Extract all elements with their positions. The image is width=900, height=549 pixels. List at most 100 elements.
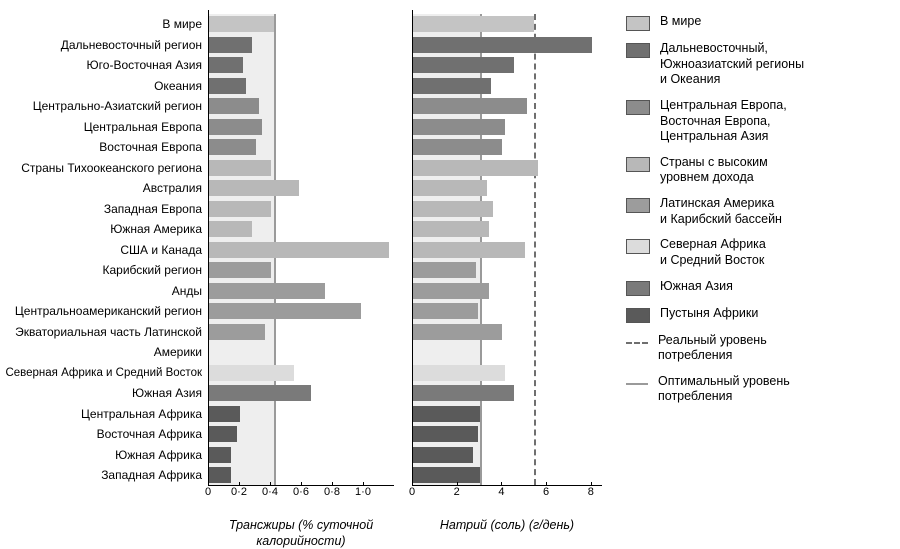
category-label: Западная Европа bbox=[0, 199, 208, 220]
legend-label: Реальный уровеньпотребления bbox=[658, 333, 767, 364]
legend-line-dashed bbox=[626, 342, 648, 344]
category-label: Восточная Африка bbox=[0, 424, 208, 445]
bar bbox=[413, 365, 505, 381]
category-label: Океания bbox=[0, 76, 208, 97]
sodium-xaxis: 0 2 4 6 8 bbox=[412, 486, 602, 502]
category-label: Страны Тихоокеанского региона bbox=[0, 158, 208, 179]
tick-label: 2 bbox=[454, 486, 460, 498]
category-label: Карибский регион bbox=[0, 260, 208, 281]
chart-area: В миреДальневосточный регионЮго-Восточна… bbox=[0, 0, 612, 539]
legend-item: Латинская Америкаи Карибский бассейн bbox=[626, 196, 804, 227]
tick-label: 1·0 bbox=[355, 486, 371, 498]
legend-line-solid bbox=[626, 383, 648, 385]
bar bbox=[413, 57, 514, 73]
bar bbox=[413, 303, 478, 319]
bar bbox=[209, 324, 265, 340]
trans-fat-xlabel: Трансжиры (% суточнойкалорийности) bbox=[208, 518, 394, 549]
bar bbox=[413, 406, 480, 422]
bar bbox=[209, 180, 299, 196]
tick-label: 0·2 bbox=[231, 486, 247, 498]
bar bbox=[209, 57, 243, 73]
legend-swatch bbox=[626, 239, 650, 254]
bar bbox=[209, 242, 389, 258]
bar bbox=[413, 119, 505, 135]
tick-label: 0·6 bbox=[293, 486, 309, 498]
category-label: В мире bbox=[0, 14, 208, 35]
legend-item: Оптимальный уровеньпотребления bbox=[626, 374, 804, 405]
category-label: Юго-Восточная Азия bbox=[0, 55, 208, 76]
bar bbox=[413, 139, 502, 155]
category-label: Центральная Европа bbox=[0, 117, 208, 138]
legend-item: Дальневосточный,Южноазиатский регионыи О… bbox=[626, 41, 804, 88]
bar bbox=[413, 467, 480, 483]
bar bbox=[209, 98, 259, 114]
tick-label: 0 bbox=[409, 486, 415, 498]
category-label: Западная Африка bbox=[0, 465, 208, 486]
legend-item: Южная Азия bbox=[626, 279, 804, 296]
tick-label: 8 bbox=[588, 486, 594, 498]
legend-item: Пустыня Африки bbox=[626, 306, 804, 323]
trans-fat-chart: 00·20·40·60·81·0 Трансжиры (% суточнойка… bbox=[208, 6, 394, 539]
bar bbox=[413, 324, 502, 340]
category-label: Северная Африка и Средний Восток bbox=[0, 363, 208, 384]
bar bbox=[413, 262, 476, 278]
legend-swatch bbox=[626, 308, 650, 323]
legend-item: Центральная Европа,Восточная Европа,Цент… bbox=[626, 98, 804, 145]
bar bbox=[413, 221, 489, 237]
category-label: Южная Америка bbox=[0, 219, 208, 240]
legend-swatch bbox=[626, 198, 650, 213]
tick-label: 4 bbox=[498, 486, 504, 498]
bar bbox=[413, 283, 489, 299]
bar bbox=[209, 447, 231, 463]
legend-label: Латинская Америкаи Карибский бассейн bbox=[660, 196, 782, 227]
bar bbox=[209, 119, 262, 135]
bar bbox=[209, 426, 237, 442]
legend-item: В мире bbox=[626, 14, 804, 31]
sodium-chart: 02468 Натрий (соль) (г/день) bbox=[412, 6, 602, 539]
legend-item: Страны с высокимуровнем дохода bbox=[626, 155, 804, 186]
bar bbox=[209, 365, 294, 381]
category-label: Экваториальная часть Латинской bbox=[0, 322, 208, 343]
category-labels: В миреДальневосточный регионЮго-Восточна… bbox=[0, 6, 208, 539]
legend-swatch bbox=[626, 100, 650, 115]
bar bbox=[413, 385, 514, 401]
legend-label: Пустыня Африки bbox=[660, 306, 758, 322]
bar bbox=[413, 160, 538, 176]
trans-fat-plot bbox=[208, 14, 394, 486]
bar bbox=[209, 160, 271, 176]
legend-swatch bbox=[626, 281, 650, 296]
category-label: Южная Африка bbox=[0, 445, 208, 466]
category-label: Америки bbox=[0, 342, 208, 363]
bar bbox=[413, 37, 592, 53]
bar bbox=[209, 303, 361, 319]
category-label: Центральная Африка bbox=[0, 404, 208, 425]
bar bbox=[413, 98, 527, 114]
legend-label: Северная Африкаи Средний Восток bbox=[660, 237, 766, 268]
bar bbox=[209, 139, 256, 155]
legend-item: Реальный уровеньпотребления bbox=[626, 333, 804, 364]
bar bbox=[413, 201, 493, 217]
legend-label: В мире bbox=[660, 14, 701, 30]
bar bbox=[209, 467, 231, 483]
trans-fat-xaxis: 00·20·40·60·81·0 bbox=[208, 486, 394, 502]
legend-label: Центральная Европа,Восточная Европа,Цент… bbox=[660, 98, 787, 145]
category-label: Восточная Европа bbox=[0, 137, 208, 158]
category-label: Южная Азия bbox=[0, 383, 208, 404]
bar bbox=[413, 426, 478, 442]
tick-label: 0·4 bbox=[262, 486, 278, 498]
sodium-plot bbox=[412, 14, 602, 486]
tick-label: 6 bbox=[543, 486, 549, 498]
bar bbox=[413, 447, 473, 463]
category-label: Центральноамериканский регион bbox=[0, 301, 208, 322]
category-label: США и Канада bbox=[0, 240, 208, 261]
bar bbox=[413, 242, 525, 258]
legend-swatch bbox=[626, 43, 650, 58]
tick-label: 0·8 bbox=[324, 486, 340, 498]
legend-swatch bbox=[626, 157, 650, 172]
category-label: Центрально-Азиатский регион bbox=[0, 96, 208, 117]
real-level-line bbox=[534, 14, 536, 485]
bar bbox=[209, 221, 252, 237]
category-label: Анды bbox=[0, 281, 208, 302]
bar bbox=[209, 283, 325, 299]
bar bbox=[209, 78, 246, 94]
